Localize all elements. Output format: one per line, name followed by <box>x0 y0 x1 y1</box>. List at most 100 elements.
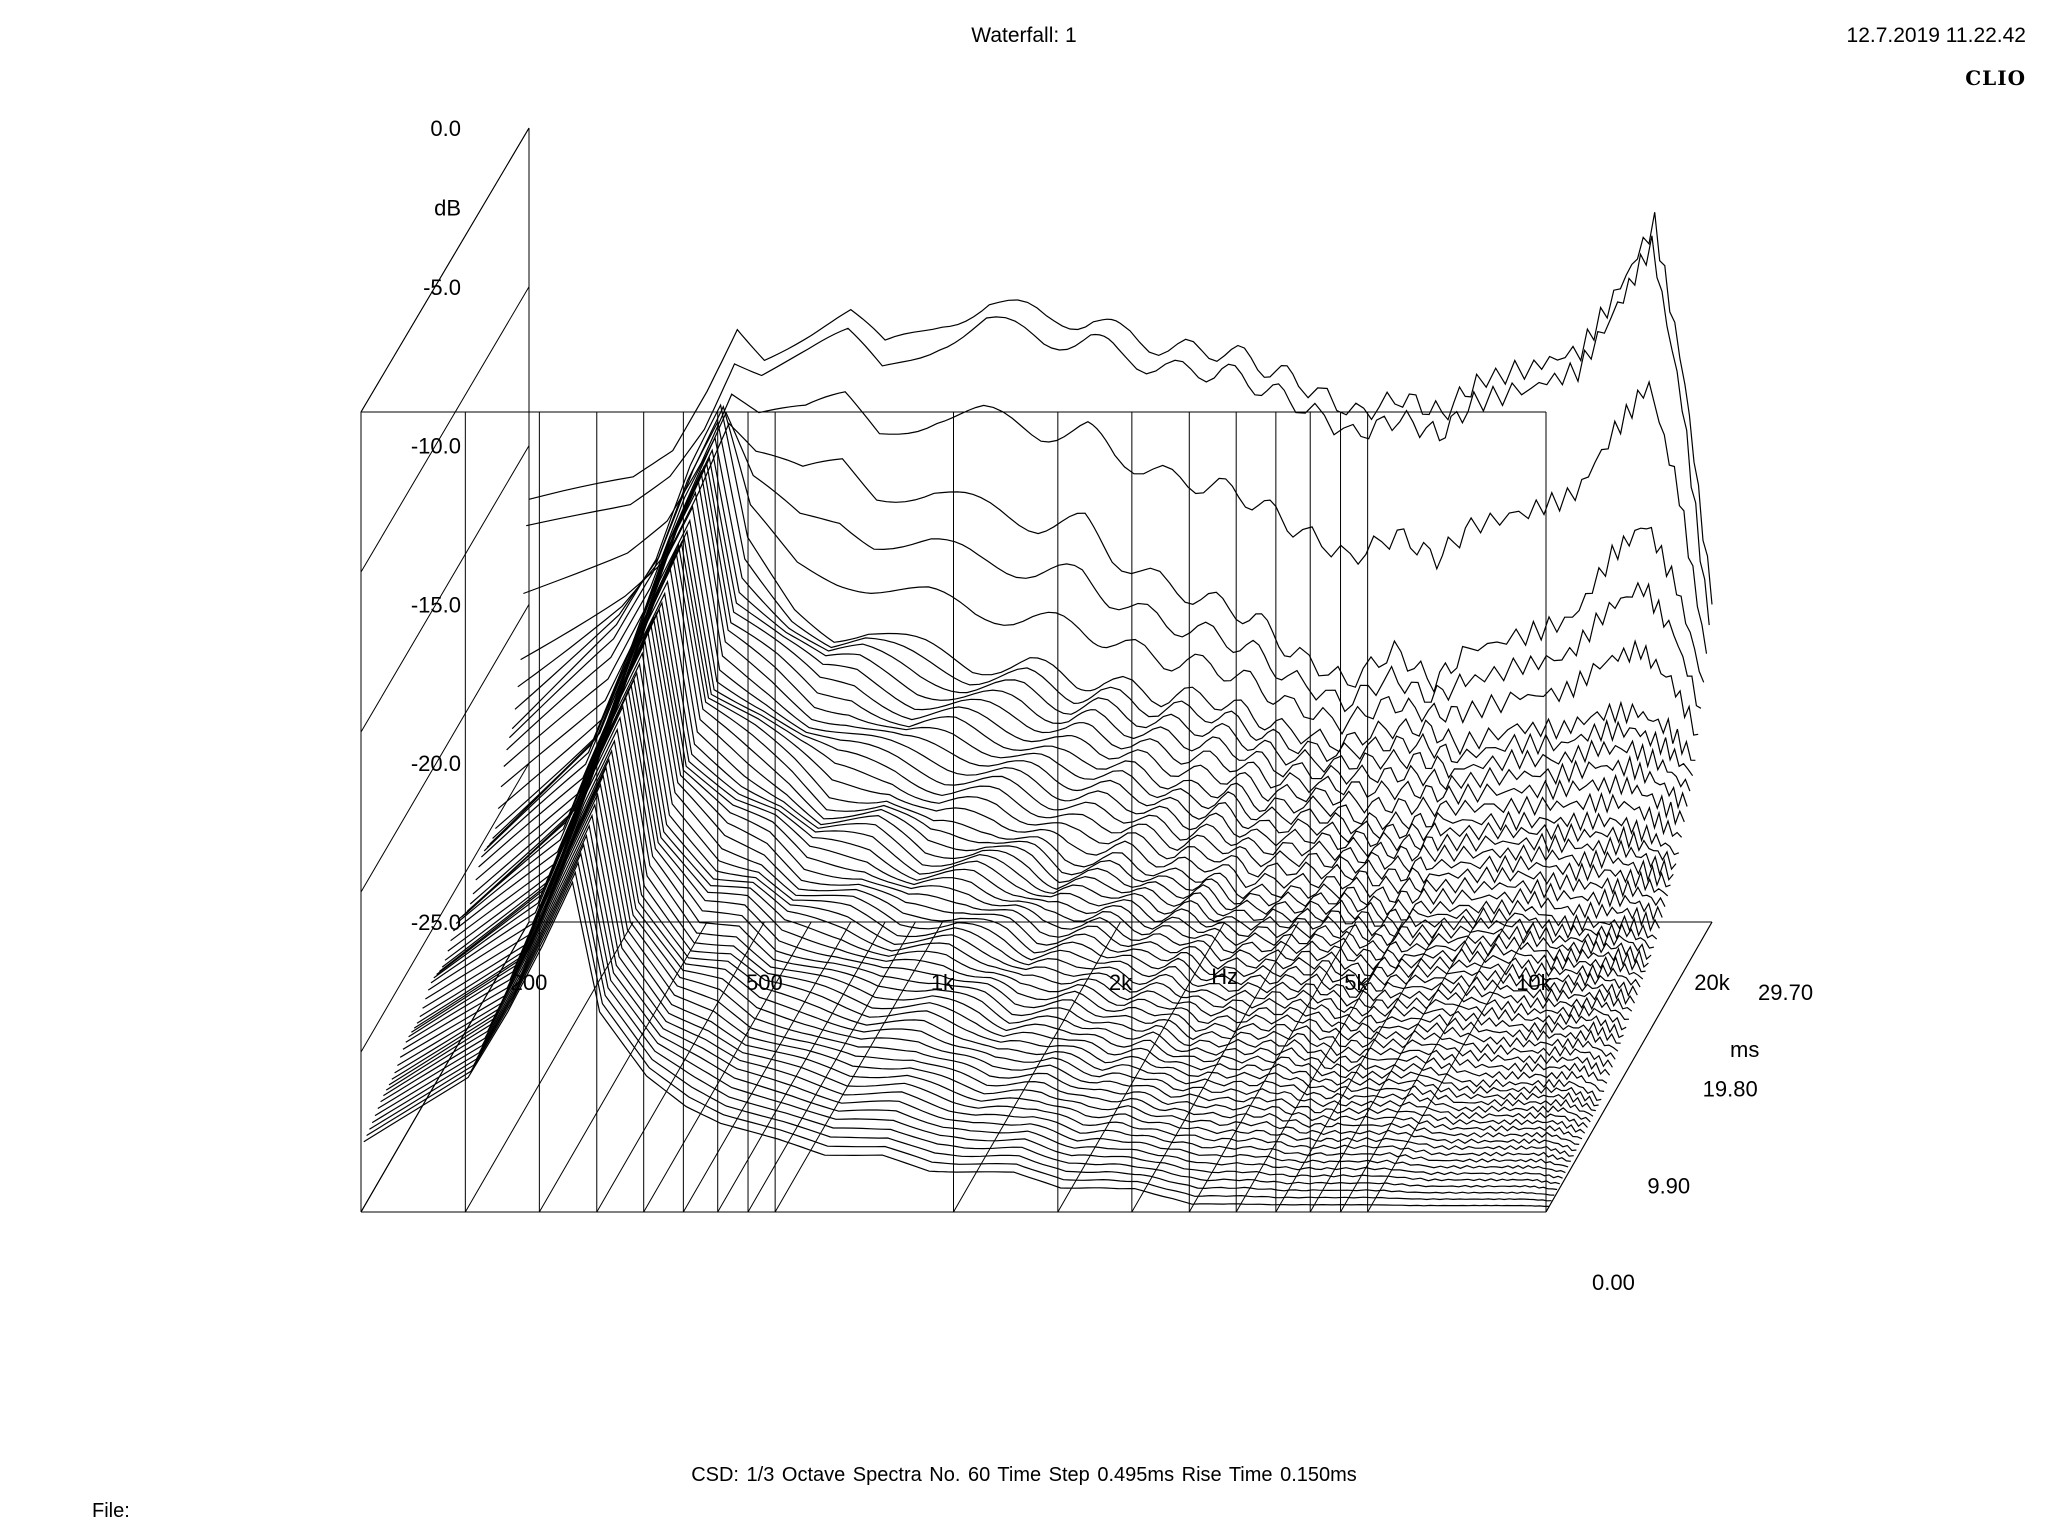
spectrum-trace <box>483 505 1669 897</box>
spectrum-trace <box>444 615 1630 1021</box>
spectra-traces <box>363 212 1713 1208</box>
spectrum-trace <box>464 556 1649 968</box>
spectrum-trace <box>377 833 1563 1179</box>
spectrum-trace <box>405 739 1591 1123</box>
freq-floor-gridline <box>643 921 812 1213</box>
spectrum-trace <box>506 435 1691 792</box>
spectrum-trace <box>520 422 1705 694</box>
db-tick-label: 0.0 <box>430 116 461 141</box>
spectrum-trace <box>425 677 1611 1076</box>
spectrum-trace <box>500 456 1685 826</box>
spectrum-trace <box>511 403 1696 761</box>
spectrum-trace <box>383 813 1569 1168</box>
db-axis-label: dB <box>434 195 461 220</box>
db-tick-label: -20.0 <box>411 751 461 776</box>
spectrum-trace <box>472 540 1658 940</box>
spectrum-trace <box>374 842 1560 1185</box>
axis-labels: 0.0 -5.0 -10.0 -15.0 -20.0 -25.0 dB 200 500 1k 2k 5… <box>411 116 1813 1295</box>
freq-tick-label: 200 <box>511 970 548 995</box>
spectrum-trace <box>458 579 1644 980</box>
spectrum-trace <box>497 460 1683 838</box>
db-gridline <box>360 286 530 573</box>
db-gridline <box>360 762 530 1053</box>
spectrum-trace <box>399 757 1586 1134</box>
spectrum-trace <box>436 640 1621 1044</box>
freq-floor-gridline <box>1340 921 1508 1213</box>
spectrum-trace <box>413 704 1599 1107</box>
spectrum-trace <box>453 600 1638 998</box>
spectrum-trace <box>422 683 1608 1084</box>
time-tick-label: 19.80 <box>1703 1077 1758 1102</box>
spectrum-trace <box>433 651 1619 1052</box>
spectrum-trace <box>475 536 1660 933</box>
spectrum-trace <box>492 469 1677 871</box>
freq-floor-gridline <box>1367 921 1535 1213</box>
plot-grid <box>360 127 1713 1213</box>
spectrum-trace <box>469 543 1655 949</box>
spectrum-trace <box>466 548 1652 961</box>
spectrum-trace <box>486 490 1671 888</box>
spectrum-trace <box>514 405 1699 736</box>
spectrum-trace <box>439 629 1624 1039</box>
file-label: File: <box>92 1500 130 1522</box>
spectrum-trace <box>503 448 1688 810</box>
freq-floor-gridline <box>1235 921 1404 1213</box>
spectrum-trace <box>528 212 1713 605</box>
time-axis-label: ms <box>1730 1037 1759 1062</box>
spectrum-trace <box>526 235 1710 626</box>
spectrum-trace <box>523 379 1708 654</box>
freq-tick-label: 20k <box>1694 970 1730 995</box>
spectrum-trace <box>380 823 1566 1174</box>
spectrum-trace <box>394 773 1580 1145</box>
spectrum-trace <box>366 870 1552 1202</box>
spectrum-trace <box>441 621 1627 1031</box>
chart-title: Waterfall: 1 <box>971 24 1077 47</box>
time-tick-label: 29.70 <box>1758 980 1813 1005</box>
freq-floor-gridline <box>538 921 708 1213</box>
spectrum-trace <box>419 688 1605 1092</box>
freq-tick-label: 10k <box>1516 970 1552 995</box>
db-tick-label: -25.0 <box>411 910 461 935</box>
spectrum-trace <box>478 529 1663 922</box>
spectrum-trace <box>450 607 1636 1005</box>
time-tick-label: 0.00 <box>1592 1270 1635 1295</box>
freq-floor-gridline <box>747 921 916 1213</box>
brand-logo: CLIO <box>1965 66 2026 90</box>
spectrum-trace <box>489 478 1674 882</box>
spectrum-trace <box>369 861 1555 1196</box>
freq-axis-label: Hz <box>1211 964 1238 989</box>
spectrum-trace <box>411 715 1596 1112</box>
freq-tick-label: 2k <box>1109 970 1133 995</box>
spectrum-trace <box>430 662 1616 1060</box>
freq-tick-label: 1k <box>931 970 955 995</box>
db-gridline <box>360 127 530 413</box>
spectrum-trace <box>427 671 1613 1068</box>
freq-floor-gridline <box>596 921 765 1213</box>
freq-tick-label: 5k <box>1344 970 1368 995</box>
spectrum-trace <box>416 694 1602 1101</box>
db-gridline <box>360 604 530 893</box>
spectrum-trace <box>495 464 1680 856</box>
spectrum-trace <box>517 411 1702 713</box>
db-tick-label: -10.0 <box>411 434 461 459</box>
spectrum-trace <box>363 880 1549 1208</box>
spectrum-trace <box>455 591 1641 988</box>
db-gridline <box>360 445 530 733</box>
spectrum-trace <box>447 611 1633 1012</box>
measurement-settings: CSD: 1/3 Octave Spectra No. 60 Time Step… <box>691 1464 1357 1486</box>
spectrum-trace <box>388 792 1574 1157</box>
spectrum-trace <box>385 802 1571 1162</box>
spectrum-trace <box>508 420 1694 777</box>
freq-tick-label: 500 <box>746 970 783 995</box>
db-tick-label: -5.0 <box>423 275 461 300</box>
spectrum-trace <box>397 765 1583 1140</box>
spectrum-trace <box>391 782 1577 1152</box>
timestamp: 12.7.2019 11.22.42 <box>1846 24 2026 47</box>
spectrum-trace <box>408 727 1594 1117</box>
spectrum-trace <box>371 851 1558 1191</box>
freq-floor-gridline <box>1545 921 1713 1213</box>
freq-floor-gridline <box>1309 921 1478 1213</box>
time-tick-label: 9.90 <box>1647 1173 1690 1198</box>
freq-floor-gridline <box>464 921 634 1213</box>
